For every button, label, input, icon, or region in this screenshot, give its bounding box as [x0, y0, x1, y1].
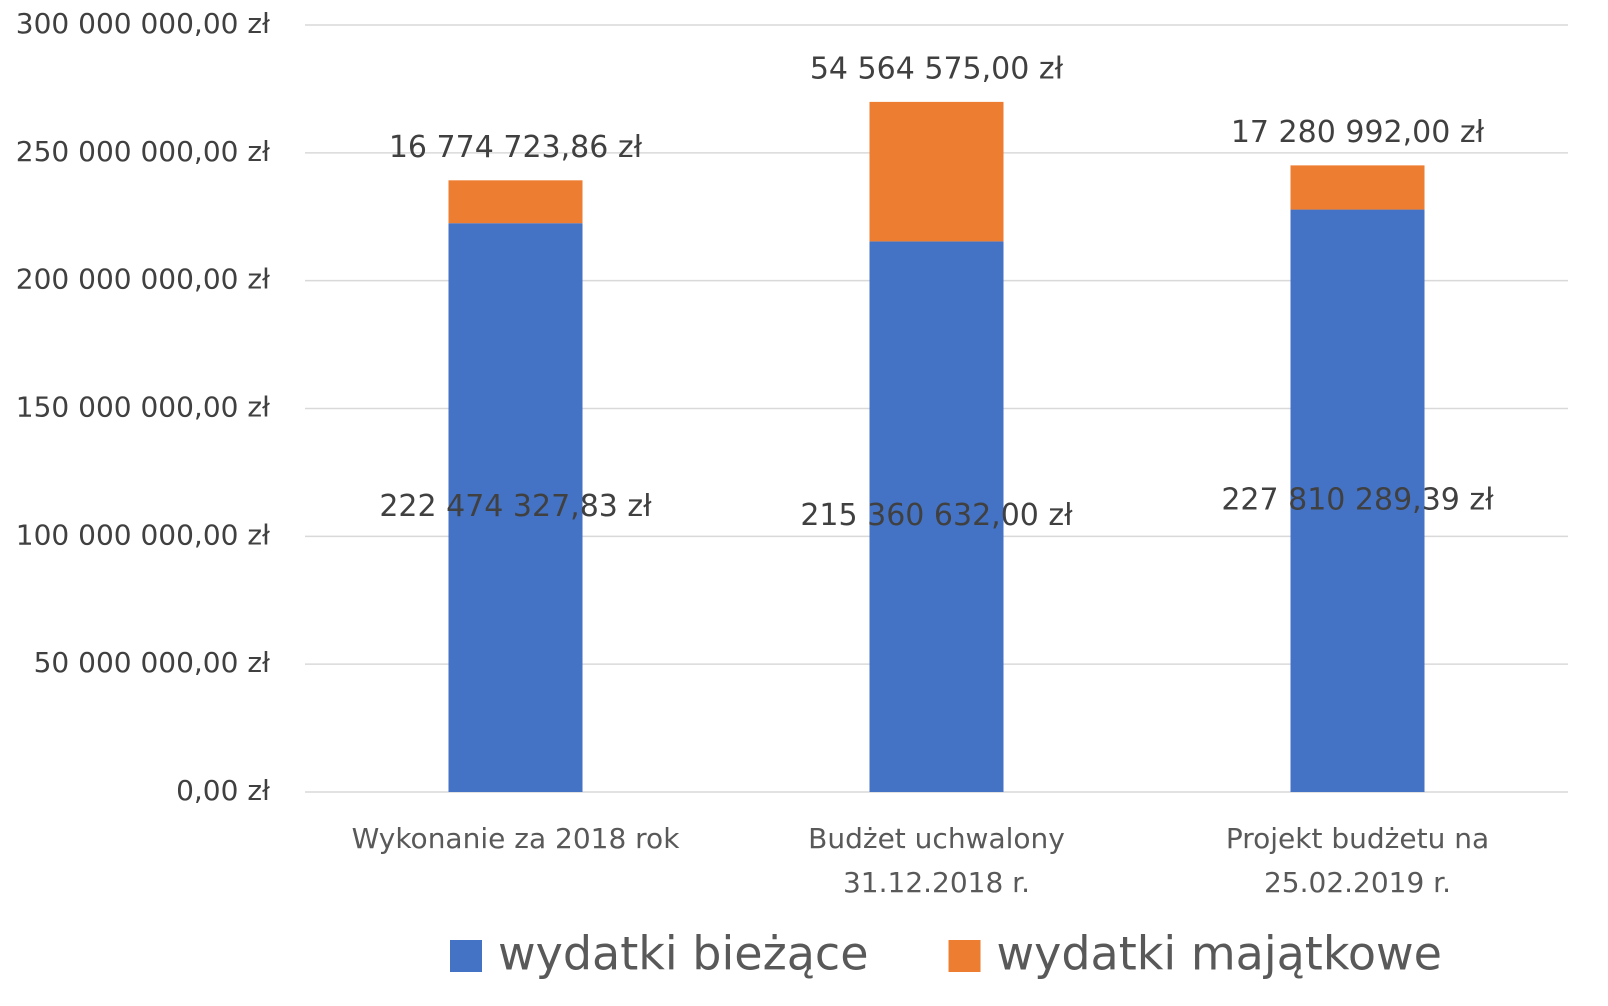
bar-segment — [448, 180, 583, 224]
x-tick-label: Projekt budżetu na 25.02.2019 r. — [1225, 822, 1490, 899]
x-tick-label: Budżet uchwalony 31.12.2018 r. — [808, 822, 1065, 899]
data-label: 222 474 327,83 zł — [379, 489, 652, 524]
y-tick-label: 150 000 000,00 zł — [16, 391, 270, 424]
y-tick-label: 50 000 000,00 zł — [34, 646, 270, 679]
y-tick-label: 100 000 000,00 zł — [16, 518, 270, 551]
data-label: 215 360 632,00 zł — [800, 498, 1073, 533]
y-tick-label: 250 000 000,00 zł — [16, 135, 270, 168]
x-tick-label: Wykonanie za 2018 rok — [351, 822, 680, 855]
legend-swatch — [948, 940, 981, 972]
data-label: 227 810 289,39 zł — [1221, 482, 1494, 517]
y-tick-label: 200 000 000,00 zł — [16, 263, 270, 296]
bar-segment — [869, 101, 1004, 242]
bar-segment — [1290, 209, 1425, 792]
bar-segment — [448, 223, 583, 793]
legend-label: wydatki majątkowe — [997, 927, 1442, 981]
y-tick-label: 300 000 000,00 zł — [16, 7, 270, 40]
legend-label: wydatki bieżące — [498, 927, 869, 981]
bar-segment — [1290, 165, 1425, 210]
data-label: 54 564 575,00 zł — [810, 51, 1064, 86]
bar-segment — [869, 241, 1004, 792]
data-label: 17 280 992,00 zł — [1231, 115, 1485, 150]
legend-swatch — [450, 940, 482, 972]
data-label: 16 774 723,86 zł — [389, 130, 643, 165]
y-tick-label: 0,00 zł — [176, 774, 270, 807]
